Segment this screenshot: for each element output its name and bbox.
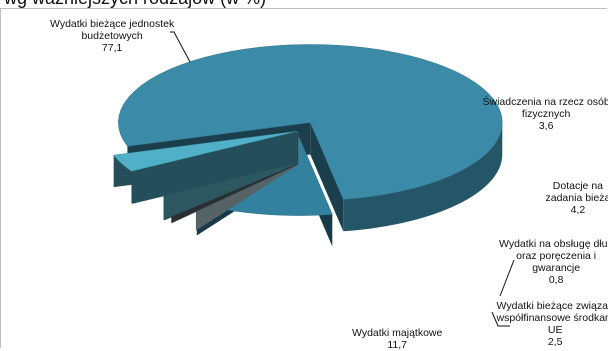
data-label-line: gwarancje [499,262,608,274]
data-label-value: 2,5 [497,336,608,348]
data-label-line: oraz poręczenia i [499,250,608,262]
data-label-value: 11,7 [352,339,442,351]
data-label-line: Wydatki majątkowe [352,327,442,339]
data-label-value: 3,6 [483,120,608,132]
data-label-line: zadania bieżą [546,192,608,204]
data-label-line: Wydatki na obsługę dług [499,238,608,250]
data-label-value: 4,2 [546,204,608,216]
data-label-value: 0,8 [499,274,608,286]
data-label-line: Świadczenia na rzecz osób [483,96,608,108]
data-label-line: Dotacje na [546,180,608,192]
data-label-line: Wydatki bieżące związan [497,300,608,312]
data-label-line: współfinansowe środkam [497,312,608,324]
data-label-line: budżetowych [50,30,174,42]
data-label-line: UE [497,324,608,336]
data-label-value: 77,1 [50,42,174,54]
data-label-line: fizycznych [483,108,608,120]
data-label-line: Wydatki bieżące jednostek [50,18,174,30]
